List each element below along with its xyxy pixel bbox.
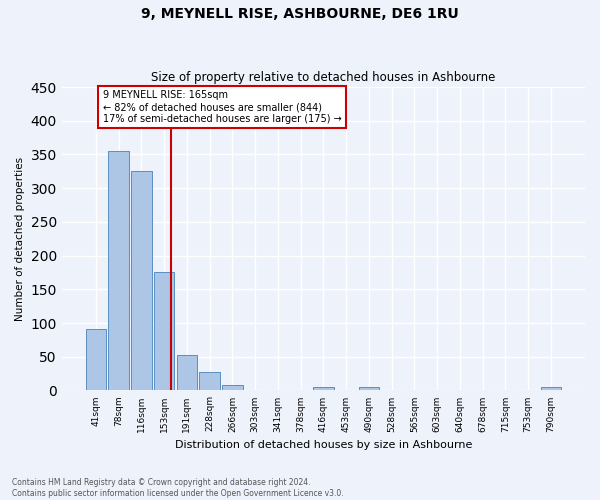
Bar [176,356,197,390]
Bar [222,385,242,390]
Y-axis label: Number of detached properties: Number of detached properties [15,156,25,321]
Bar [131,172,152,390]
Bar [313,387,334,390]
Bar [154,272,175,390]
Title: Size of property relative to detached houses in Ashbourne: Size of property relative to detached ho… [151,72,496,85]
X-axis label: Distribution of detached houses by size in Ashbourne: Distribution of detached houses by size … [175,440,472,450]
Bar [199,372,220,390]
Text: 9 MEYNELL RISE: 165sqm
← 82% of detached houses are smaller (844)
17% of semi-de: 9 MEYNELL RISE: 165sqm ← 82% of detached… [103,90,341,124]
Bar [359,387,379,390]
Bar [541,387,561,390]
Bar [86,329,106,390]
Text: Contains HM Land Registry data © Crown copyright and database right 2024.
Contai: Contains HM Land Registry data © Crown c… [12,478,344,498]
Bar [109,151,129,390]
Text: 9, MEYNELL RISE, ASHBOURNE, DE6 1RU: 9, MEYNELL RISE, ASHBOURNE, DE6 1RU [141,8,459,22]
